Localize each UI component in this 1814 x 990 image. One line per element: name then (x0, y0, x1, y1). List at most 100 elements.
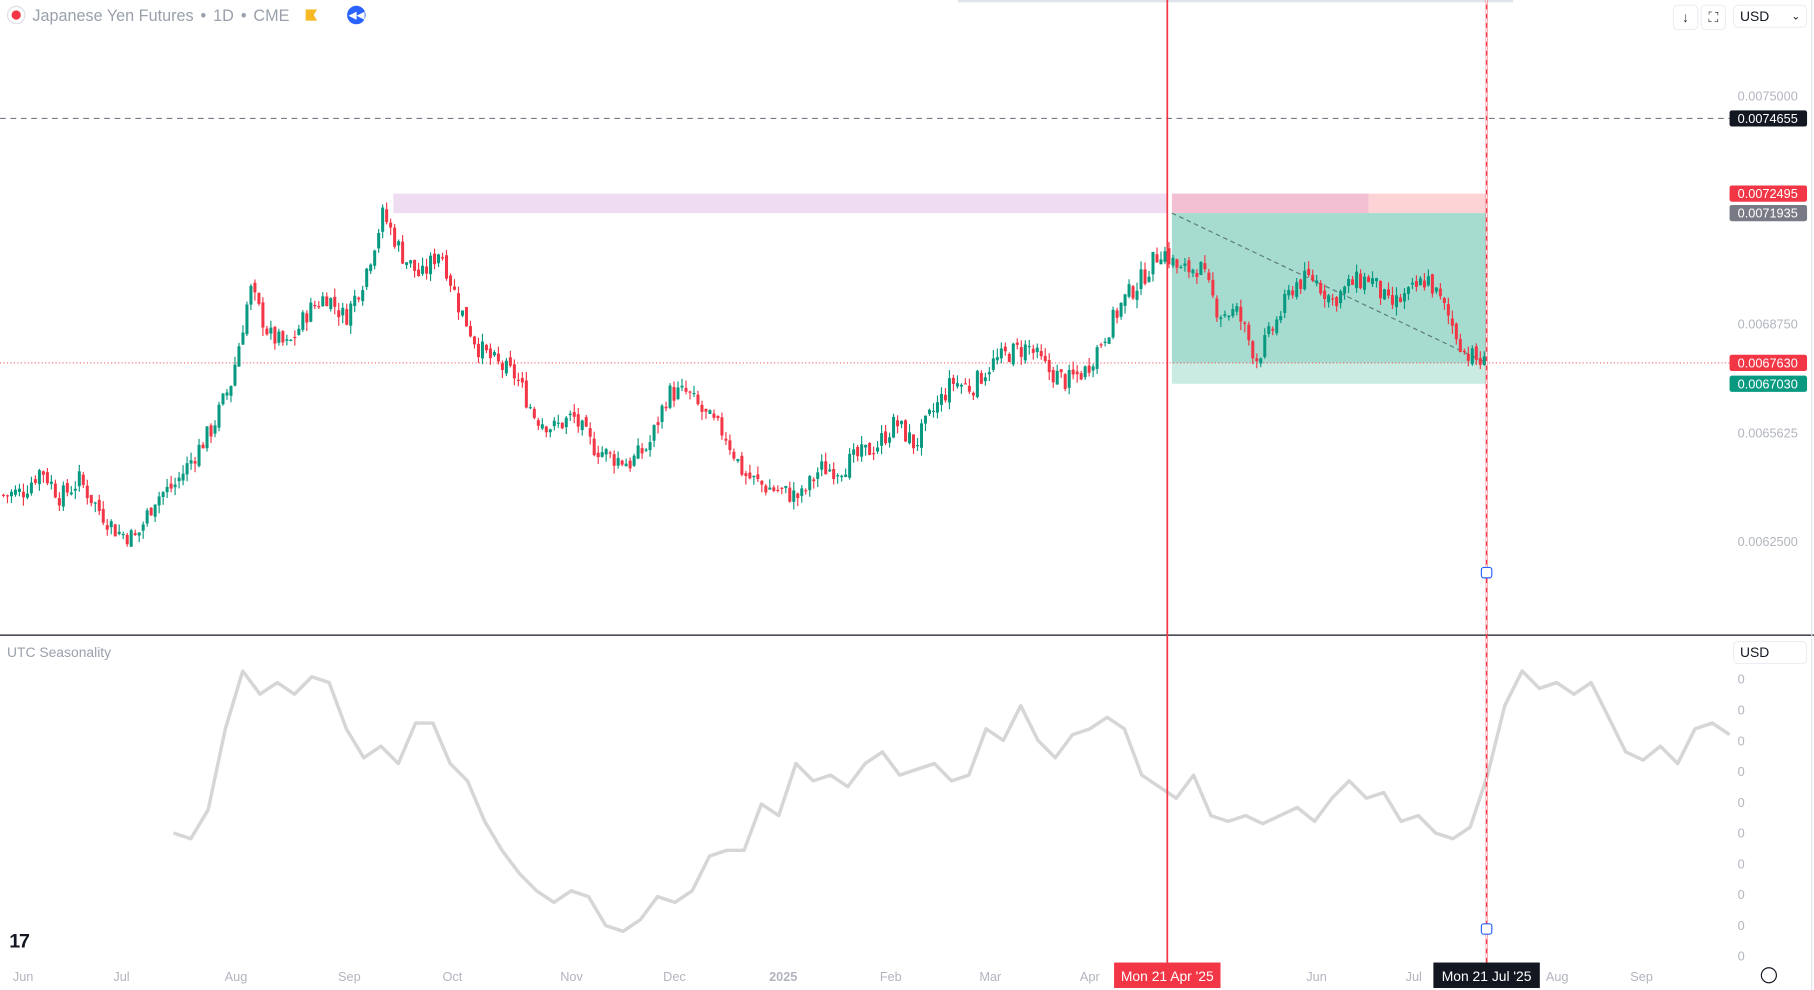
candle-body (971, 392, 975, 396)
settings-icon[interactable] (1760, 967, 1777, 984)
candle-body (1095, 347, 1099, 369)
candle-body (261, 302, 265, 328)
candle-body (1406, 287, 1410, 294)
candle-body (77, 471, 81, 487)
candle-body (908, 432, 912, 444)
candle-body (512, 364, 516, 379)
stop-zone-remaining[interactable] (1368, 193, 1487, 214)
stop-zone[interactable] (1171, 193, 1369, 214)
candle-body (1430, 274, 1434, 294)
candle-body (401, 241, 405, 264)
candle-body (441, 257, 445, 259)
top-toolbar-edge (957, 0, 1514, 3)
candle-body (1466, 353, 1470, 361)
time-tick: Aug (1546, 969, 1569, 984)
candle-body (1450, 318, 1454, 326)
candle-body (349, 303, 353, 326)
candle-body (397, 241, 401, 246)
candle-body (53, 483, 57, 498)
candle-body (449, 275, 453, 286)
candle-body (900, 420, 904, 425)
candle-body (1015, 342, 1019, 345)
candle-body (241, 332, 245, 345)
indicator-title[interactable]: UTC Seasonality (6, 644, 112, 661)
candle-body (1442, 297, 1446, 303)
target-zone[interactable] (1171, 362, 1487, 384)
candle-body (596, 452, 600, 458)
indicator-currency[interactable]: USD (1733, 640, 1808, 665)
symbol-name[interactable]: Japanese Yen Futures (32, 5, 194, 25)
candle-body (1215, 298, 1219, 318)
candle-body (584, 417, 588, 427)
candle-body (137, 532, 141, 536)
candle-body (141, 524, 145, 531)
candle-body (197, 444, 201, 466)
seasonality-line[interactable] (172, 669, 1731, 934)
highlight-zone[interactable] (393, 193, 1168, 214)
candle-body (892, 416, 896, 438)
candle-body (524, 380, 528, 408)
candle-body (193, 461, 197, 464)
candle-body (1011, 343, 1015, 365)
candle-body (923, 415, 927, 424)
candle-body (664, 406, 668, 409)
interval[interactable]: 1D (213, 5, 234, 25)
candle-body (93, 502, 97, 504)
candle-body (177, 477, 181, 482)
price-label: 0.0072495 (1738, 186, 1798, 201)
candle-body (1251, 341, 1255, 359)
candle-body (1279, 315, 1283, 321)
candle-body (1115, 310, 1119, 318)
time-tick: Jun (13, 969, 34, 984)
candle-body (640, 448, 644, 454)
candle-body (357, 297, 361, 300)
replay-rewind-icon[interactable]: ◀◀ (347, 5, 366, 25)
candle-body (604, 449, 608, 455)
fullscreen-icon[interactable]: ⛶ (1700, 4, 1727, 31)
candle-body (305, 313, 309, 323)
candle-body (45, 472, 49, 484)
candle-body (49, 481, 53, 484)
candle-body (1434, 287, 1438, 292)
price-label: 0.0067030 (1738, 376, 1798, 391)
candle-body (1470, 348, 1474, 365)
candle-body (265, 328, 269, 335)
candle-body (245, 304, 249, 335)
candle-body (700, 404, 704, 412)
time-tick: Aug (225, 969, 248, 984)
candle-body (165, 486, 169, 493)
trend-dashed-line (1171, 212, 1487, 364)
flag-icon[interactable] (305, 9, 318, 21)
candle-body (1071, 369, 1075, 375)
candle-body (876, 447, 880, 452)
candle-body (1394, 295, 1398, 308)
candle-body (1367, 276, 1371, 283)
candle-body (297, 328, 301, 335)
time-tick: Feb (880, 969, 902, 984)
candle-body (41, 471, 45, 475)
candle-body (353, 295, 357, 307)
candle-body (1315, 280, 1319, 284)
currency-select[interactable]: USD ⌄ (1733, 4, 1808, 28)
arrow-down-icon[interactable]: ↓ (1672, 4, 1699, 31)
candle-body (516, 379, 520, 381)
candle-body (1103, 341, 1107, 344)
drag-handle[interactable] (1480, 923, 1493, 935)
candle-body (748, 472, 752, 479)
price-label-bg (1729, 204, 1808, 222)
candle-body (33, 479, 37, 483)
candle-body (85, 485, 89, 499)
time-tick: Mar (979, 969, 1002, 984)
candle-body (1339, 290, 1343, 304)
candle-body (464, 307, 468, 327)
candle-body (1227, 315, 1231, 318)
candle-body (97, 499, 101, 512)
candle-body (1299, 279, 1303, 289)
candle-body (149, 507, 153, 516)
candle-body (1247, 324, 1251, 341)
tradingview-logo[interactable]: 17 (9, 930, 30, 953)
candle-body (736, 459, 740, 462)
drag-handle[interactable] (1480, 566, 1493, 579)
candle-body (169, 483, 173, 489)
